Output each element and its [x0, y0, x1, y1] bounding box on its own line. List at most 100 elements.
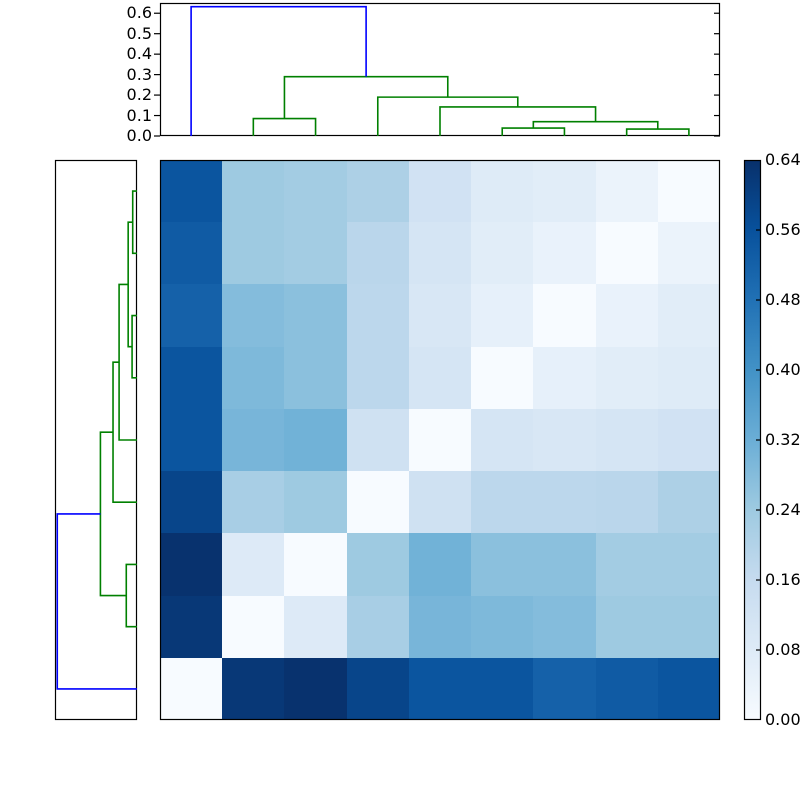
top-axis-tick-label: 0.1 [126, 105, 152, 125]
heatmap-cell [533, 596, 596, 658]
heatmap-cell [596, 596, 658, 658]
heatmap-cell [658, 160, 720, 222]
heatmap-cell [471, 347, 533, 409]
heatmap-cell [596, 284, 658, 347]
heatmap-cell [409, 284, 471, 347]
heatmap-cell [284, 222, 347, 284]
heatmap-cell [658, 347, 720, 409]
heatmap-cell [284, 596, 347, 658]
heatmap-cell [160, 347, 222, 409]
heatmap-cell [347, 596, 409, 658]
heatmap [160, 160, 720, 720]
colorbar-gradient [744, 160, 761, 720]
heatmap-cell [160, 222, 222, 284]
heatmap-cell [471, 284, 533, 347]
heatmap-cell [409, 658, 471, 720]
heatmap-cell [222, 409, 284, 471]
heatmap-cell [160, 596, 222, 658]
heatmap-cell [471, 596, 533, 658]
heatmap-cell [222, 471, 284, 533]
heatmap-cell [596, 409, 658, 471]
heatmap-cell [596, 160, 658, 222]
heatmap-cell [409, 596, 471, 658]
heatmap-cell [160, 409, 222, 471]
dendrogram-link [125, 563, 137, 628]
dendrogram-link [532, 120, 659, 130]
heatmap-cell [658, 471, 720, 533]
heatmap-cell [347, 222, 409, 284]
heatmap-cell [658, 533, 720, 596]
top-dendrogram-frame [159, 2, 721, 137]
dendrogram-link [99, 431, 127, 597]
dendrogram-link [112, 361, 137, 504]
dendrogram-link [625, 128, 690, 136]
top-axis-tick-label: 0.5 [126, 23, 152, 43]
top-axis-tick-label: 0.3 [126, 64, 152, 84]
heatmap-cell [471, 409, 533, 471]
top-axis-tick-label: 0.6 [126, 3, 152, 23]
dendrogram-link [283, 75, 449, 119]
heatmap-cell [284, 471, 347, 533]
heatmap-cell [533, 160, 596, 222]
heatmap-cell [658, 658, 720, 720]
dendrogram-link [501, 127, 566, 136]
dendrogram-link [127, 221, 133, 348]
heatmap-cell [222, 658, 284, 720]
heatmap-cell [347, 284, 409, 347]
heatmap-cell [658, 596, 720, 658]
colorbar-tick-label: 0.08 [765, 640, 800, 659]
dendrogram-link [252, 117, 317, 136]
left-dendrogram-frame [54, 159, 138, 721]
heatmap-cell [222, 160, 284, 222]
heatmap-cell [596, 533, 658, 596]
heatmap-cell [160, 533, 222, 596]
heatmap-cell [658, 222, 720, 284]
heatmap-cell [533, 284, 596, 347]
dendrogram-link [376, 96, 519, 136]
heatmap-cell [160, 284, 222, 347]
heatmap-cell [160, 658, 222, 720]
heatmap-cell [533, 471, 596, 533]
heatmap-cell [222, 347, 284, 409]
dendrogram-link [56, 513, 137, 690]
heatmap-cell [347, 658, 409, 720]
heatmap-cell [222, 222, 284, 284]
heatmap-cell [596, 658, 658, 720]
heatmap-cell [284, 160, 347, 222]
heatmap-cell [347, 471, 409, 533]
colorbar-tick-label: 0.16 [765, 570, 800, 589]
heatmap-cell [347, 409, 409, 471]
heatmap-cell [533, 658, 596, 720]
heatmap-cell [658, 409, 720, 471]
colorbar-tick-label: 0.32 [765, 430, 800, 449]
heatmap-cell [409, 160, 471, 222]
dendrogram-link [439, 106, 597, 136]
top-axis-tick-label: 0.2 [126, 85, 152, 105]
heatmap-cell [160, 160, 222, 222]
dendrogram-link [118, 283, 137, 441]
heatmap-cell [471, 222, 533, 284]
heatmap-cell [533, 409, 596, 471]
colorbar-tick-label: 0.00 [765, 710, 800, 729]
heatmap-cell [284, 409, 347, 471]
heatmap-cell [596, 471, 658, 533]
heatmap-cell [533, 533, 596, 596]
heatmap-cell [284, 533, 347, 596]
heatmap-cell [222, 596, 284, 658]
heatmap-cell [533, 347, 596, 409]
heatmap-cell [533, 222, 596, 284]
colorbar-tick-label: 0.56 [765, 220, 800, 239]
colorbar-tick-label: 0.64 [765, 150, 800, 169]
heatmap-cell [471, 471, 533, 533]
heatmap-cell [471, 658, 533, 720]
heatmap-cell [409, 347, 471, 409]
colorbar-tick-label: 0.24 [765, 500, 800, 519]
heatmap-cell [596, 222, 658, 284]
heatmap-cell [409, 222, 471, 284]
heatmap-cell [284, 347, 347, 409]
heatmap-cell [160, 471, 222, 533]
heatmap-cell [409, 533, 471, 596]
heatmap-cell [409, 471, 471, 533]
heatmap-cell [658, 284, 720, 347]
heatmap-cell [347, 347, 409, 409]
